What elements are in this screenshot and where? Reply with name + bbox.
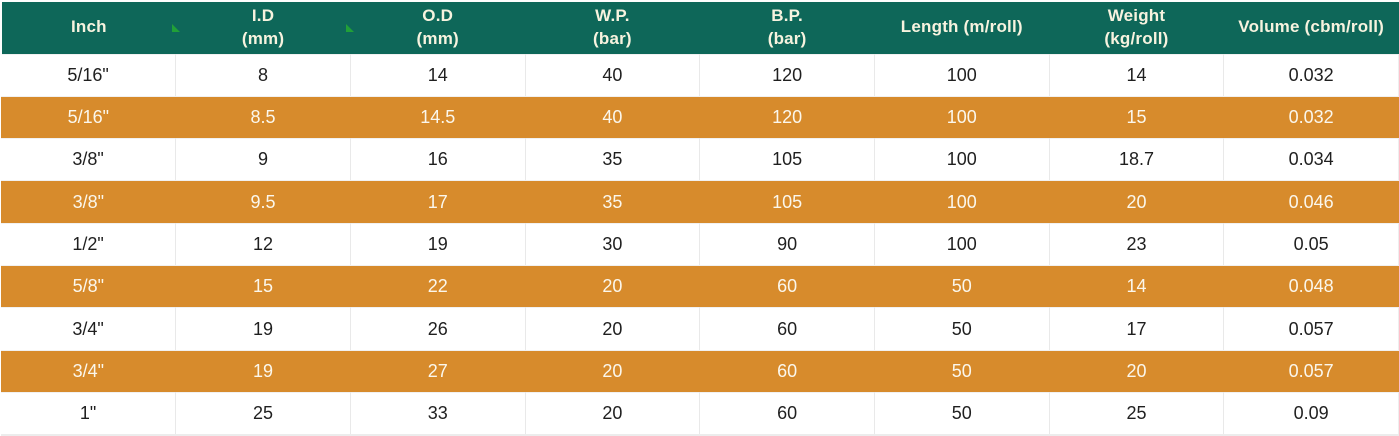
- table-row: 1" 25 33 20 60 50 25 0.09: [1, 392, 1399, 436]
- table-row: 3/4" 19 26 20 60 50 17 0.057: [1, 307, 1399, 351]
- table-cell: 14: [350, 53, 526, 97]
- table-cell: 22: [350, 265, 526, 308]
- table-row: 3/8" 9.5 17 35 105 100 20 0.046: [1, 180, 1399, 224]
- table-cell: 0.032: [1223, 53, 1399, 97]
- table-cell: 27: [350, 350, 526, 393]
- table-cell: 90: [699, 222, 875, 267]
- table-row: 3/8" 9 16 35 105 100 18.7 0.034: [1, 138, 1399, 182]
- table-cell: 105: [699, 180, 875, 224]
- table-cell: 50: [874, 350, 1050, 393]
- table-cell: 15: [175, 265, 351, 308]
- table-cell: 17: [1049, 307, 1225, 351]
- column-header-volume-cbm-roll: Volume (cbm/roll): [1223, 0, 1399, 54]
- table-cell: 14: [1049, 53, 1225, 97]
- table-cell: 14: [1049, 265, 1224, 308]
- table-row: 5/16" 8 14 40 120 100 14 0.032: [1, 53, 1399, 97]
- table-cell: 50: [874, 307, 1050, 351]
- table-cell: 3/4": [1, 350, 176, 393]
- column-header-inch: Inch: [0, 0, 176, 54]
- table-header: Inch I.D (mm) O.D (mm) W.P. (bar) B.P. (bar)…: [0, 0, 1399, 54]
- table-cell: 20: [525, 350, 700, 393]
- table-cell: 120: [699, 53, 875, 97]
- table-cell: 1": [1, 392, 177, 436]
- table-cell: 19: [175, 307, 351, 351]
- table-cell: 0.048: [1223, 265, 1399, 308]
- table-cell: 19: [350, 222, 526, 267]
- column-header-b-p-bar: B.P. (bar): [699, 0, 875, 54]
- table-cell: 100: [874, 222, 1050, 267]
- column-header-w-p-bar: W.P. (bar): [525, 0, 700, 54]
- table-cell: 25: [175, 392, 351, 436]
- table-cell: 0.057: [1223, 307, 1399, 351]
- table-cell: 0.046: [1223, 180, 1399, 224]
- table-cell: 40: [525, 96, 700, 139]
- table-cell: 3/8": [1, 180, 176, 224]
- table-cell: 17: [350, 180, 526, 224]
- table-header-row: Inch I.D (mm) O.D (mm) W.P. (bar) B.P. (bar)…: [0, 0, 1399, 54]
- column-header-i-d-mm: I.D (mm): [171, 0, 351, 54]
- table-cell: 26: [350, 307, 526, 351]
- table-row: 3/4" 19 27 20 60 50 20 0.057: [1, 350, 1399, 393]
- table-cell: 0.057: [1223, 350, 1399, 393]
- table-cell: 50: [874, 265, 1050, 308]
- table-cell: 0.05: [1223, 222, 1399, 267]
- table-cell: 20: [1049, 350, 1224, 393]
- table-cell: 3/4": [1, 307, 177, 351]
- table-cell: 5/16": [1, 53, 177, 97]
- table-row: 5/8" 15 22 20 60 50 14 0.048: [1, 265, 1399, 308]
- table-cell: 60: [699, 392, 875, 436]
- table-cell: 20: [525, 392, 701, 436]
- table-cell: 9.5: [175, 180, 351, 224]
- table-body: 5/16" 8 14 40 120 100 14 0.032 5/16" 8.5 14.5 40 120…: [1, 53, 1399, 436]
- table-cell: 20: [525, 307, 701, 351]
- table-cell: 105: [699, 138, 875, 182]
- table-cell: 25: [1049, 392, 1225, 436]
- table-cell: 60: [699, 307, 875, 351]
- table-cell: 15: [1049, 96, 1224, 139]
- table-cell: 20: [525, 265, 700, 308]
- table-cell: 8: [175, 53, 351, 97]
- table-cell: 23: [1049, 222, 1225, 267]
- table-cell: 35: [525, 180, 700, 224]
- table-cell: 5/16": [1, 96, 176, 139]
- table-cell: 1/2": [1, 222, 177, 267]
- table-cell: 40: [525, 53, 701, 97]
- green-triangle-icon: [171, 23, 180, 32]
- table-cell: 5/8": [1, 265, 176, 308]
- table-cell: 14.5: [350, 96, 526, 139]
- table-cell: 19: [175, 350, 351, 393]
- table-cell: 100: [874, 138, 1050, 182]
- table-cell: 8.5: [175, 96, 351, 139]
- table-cell: 20: [1049, 180, 1224, 224]
- table-cell: 100: [874, 53, 1050, 97]
- table-cell: 30: [525, 222, 701, 267]
- table-cell: 0.032: [1223, 96, 1399, 139]
- table-cell: 60: [699, 265, 875, 308]
- table-cell: 100: [874, 180, 1050, 224]
- table-cell: 3/8": [1, 138, 177, 182]
- table-cell: 9: [175, 138, 351, 182]
- table-cell: 16: [350, 138, 526, 182]
- column-header-length-m-roll: Length (m/roll): [874, 0, 1050, 54]
- column-header-weight-kg-roll: Weight (kg/roll): [1049, 0, 1224, 54]
- table-cell: 35: [525, 138, 701, 182]
- column-header-o-d-mm: O.D (mm): [346, 0, 526, 54]
- table-cell: 100: [874, 96, 1050, 139]
- table-cell: 18.7: [1049, 138, 1225, 182]
- table-cell: 12: [175, 222, 351, 267]
- table-cell: 50: [874, 392, 1050, 436]
- table-cell: 120: [699, 96, 875, 139]
- table-row: 5/16" 8.5 14.5 40 120 100 15 0.032: [1, 96, 1399, 139]
- table-cell: 0.09: [1223, 392, 1399, 436]
- table-cell: 0.034: [1223, 138, 1399, 182]
- table-cell: 33: [350, 392, 526, 436]
- table-cell: 60: [699, 350, 875, 393]
- table-row: 1/2" 12 19 30 90 100 23 0.05: [1, 222, 1399, 267]
- green-triangle-icon: [346, 23, 355, 32]
